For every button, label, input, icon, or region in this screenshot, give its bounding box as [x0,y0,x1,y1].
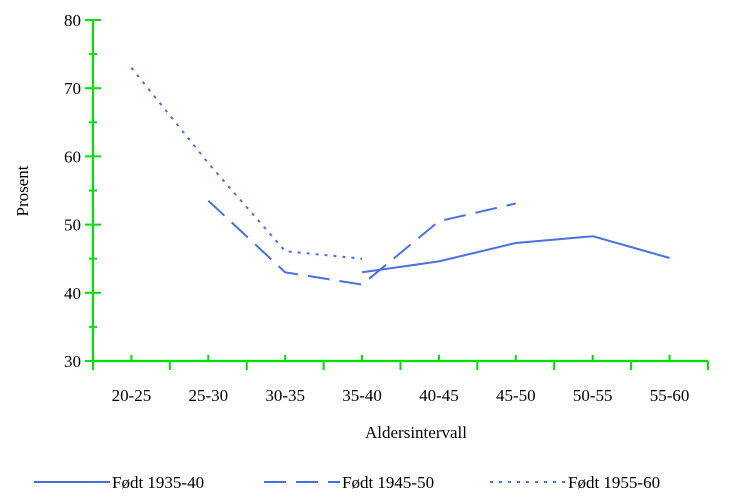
x-tick-label: 50-55 [573,386,613,405]
x-tick-label: 40-45 [419,386,459,405]
x-tick-label: 35-40 [342,386,382,405]
legend: Født 1935-40 Født 1945-50 Født 1955-60 [34,473,660,492]
legend-label-2: Født 1945-50 [342,473,434,492]
series-line-2 [207,199,517,286]
axes [85,19,709,370]
series-line-3 [130,67,363,260]
y-tick-label: 60 [64,147,81,166]
y-axis-title: Prosent [13,165,32,216]
y-tick-label: 70 [64,79,81,98]
legend-label-3: Født 1955-60 [568,473,660,492]
x-tick-labels: 20-25 25-30 30-35 35-40 40-45 45-50 50-55 55-60 [112,386,690,405]
y-tick-label: 50 [64,216,81,235]
x-tick-label: 25-30 [188,386,228,405]
legend-label-1: Født 1935-40 [112,473,204,492]
x-tick-label: 55-60 [650,386,690,405]
x-tick-label: 30-35 [265,386,305,405]
x-axis-title: Aldersintervall [365,423,467,442]
y-tick-label: 80 [64,11,81,30]
series-lines [130,67,670,286]
y-tick-label: 30 [64,352,81,371]
y-tick-labels: 30 40 50 60 70 80 [64,11,81,371]
y-tick-label: 40 [64,284,81,303]
x-tick-label: 45-50 [496,386,536,405]
series-line-1 [361,235,670,274]
x-tick-label: 20-25 [112,386,152,405]
